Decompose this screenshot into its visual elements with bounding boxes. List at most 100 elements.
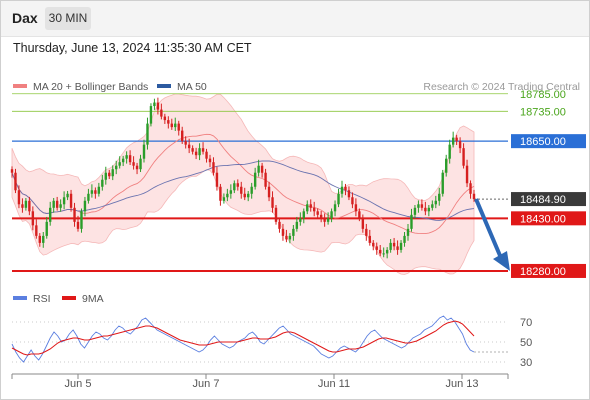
candle-body — [149, 106, 153, 124]
candle-body — [163, 116, 167, 121]
candle-body — [219, 186, 222, 201]
candle-body — [87, 193, 90, 201]
candle-body — [375, 246, 378, 250]
level-tag — [511, 211, 586, 226]
candle-body — [229, 190, 233, 194]
rsi-tick-label: 70 — [520, 317, 532, 329]
candle-body — [62, 197, 66, 205]
level-label: 18430.00 — [520, 213, 566, 225]
time-tick-label: Jun 13 — [445, 378, 478, 390]
candle-body — [382, 253, 385, 255]
candle-body — [156, 102, 160, 110]
candle-body — [24, 200, 28, 208]
level-label: 18735.00 — [520, 106, 566, 118]
candle-body — [111, 169, 114, 177]
projection-arrowhead — [493, 250, 510, 271]
candle-body — [108, 172, 111, 177]
candle-body — [410, 214, 413, 229]
candle-body — [396, 246, 399, 250]
rsi-ma-legend-swatch — [62, 296, 76, 300]
candle-body — [344, 186, 347, 191]
candle-body — [441, 172, 444, 194]
candle-body — [292, 228, 295, 236]
legend-label: MA 20 + Bollinger Bands — [33, 81, 148, 93]
candle-body — [198, 148, 201, 156]
candle-body — [10, 169, 14, 173]
candle-body — [160, 109, 163, 117]
symbol-label: Dax — [12, 10, 38, 26]
candle-body — [233, 183, 236, 191]
candle-body — [278, 221, 281, 229]
time-tick-label: Jun 11 — [318, 378, 350, 390]
candle-body — [372, 242, 375, 247]
candle-body — [445, 158, 448, 173]
candle-body — [14, 172, 17, 191]
rsi-legend-swatch — [13, 296, 27, 300]
candle-body — [125, 155, 128, 159]
candle-body — [285, 235, 288, 240]
candle-body — [354, 204, 358, 212]
candle-body — [462, 148, 465, 166]
candle-body — [115, 165, 118, 170]
candle-body — [191, 148, 194, 152]
candle-body — [205, 151, 208, 159]
candle-body — [264, 172, 267, 187]
candle-body — [302, 211, 305, 219]
candle-body — [250, 186, 253, 194]
candle-body — [458, 141, 462, 149]
candle-body — [365, 228, 368, 236]
candle-body — [330, 211, 333, 219]
candle-body — [17, 190, 21, 205]
candle-body — [128, 155, 132, 163]
rsi-tick-label: 50 — [520, 337, 532, 349]
candle-body — [271, 197, 274, 208]
candle-body — [451, 137, 455, 145]
candle-body — [135, 165, 139, 170]
candle-body — [101, 179, 104, 187]
candle-body — [45, 221, 48, 236]
candle-body — [236, 183, 239, 187]
candle-body — [177, 123, 180, 131]
candle-body — [181, 130, 184, 142]
copyright-text: Research © 2024 Trading Central — [423, 81, 580, 93]
candle-body — [306, 204, 309, 212]
candle-body — [399, 242, 403, 250]
level-label: 18650.00 — [520, 136, 566, 148]
level-label: 18280.00 — [520, 266, 566, 278]
candle-body — [52, 200, 55, 208]
candle-body — [187, 144, 191, 149]
candle-body — [118, 162, 121, 166]
candle-body — [351, 197, 354, 205]
candle-body — [385, 249, 389, 254]
candle-body — [472, 193, 476, 200]
candle-body — [42, 235, 45, 243]
candle-body — [194, 151, 198, 156]
candle-body — [434, 200, 437, 205]
candle-body — [299, 218, 302, 222]
candle-body — [389, 242, 392, 250]
candle-body — [361, 218, 365, 229]
candle-body — [97, 186, 101, 194]
legend-swatch — [13, 84, 27, 88]
candle-body — [427, 207, 431, 212]
projection-arrow — [474, 198, 503, 259]
candle-body — [347, 190, 351, 198]
candle-body — [243, 193, 246, 198]
candle-body — [240, 186, 243, 194]
legend-swatch — [157, 84, 171, 88]
legend-label: MA 50 — [177, 81, 207, 93]
candle-body — [174, 123, 177, 128]
bollinger-band — [11, 93, 475, 275]
rsi-line — [11, 315, 475, 363]
candle-body — [226, 193, 229, 198]
candle-body — [309, 204, 312, 208]
rsi-ma-legend-label: 9MA — [82, 293, 104, 305]
candle-body — [438, 193, 441, 201]
candle-body — [326, 218, 330, 222]
candle-body — [167, 120, 170, 124]
candle-body — [142, 144, 146, 159]
candle-body — [431, 204, 434, 208]
timeframe-button[interactable]: 30 MIN — [45, 7, 91, 30]
level-label: 18484.90 — [520, 194, 566, 206]
